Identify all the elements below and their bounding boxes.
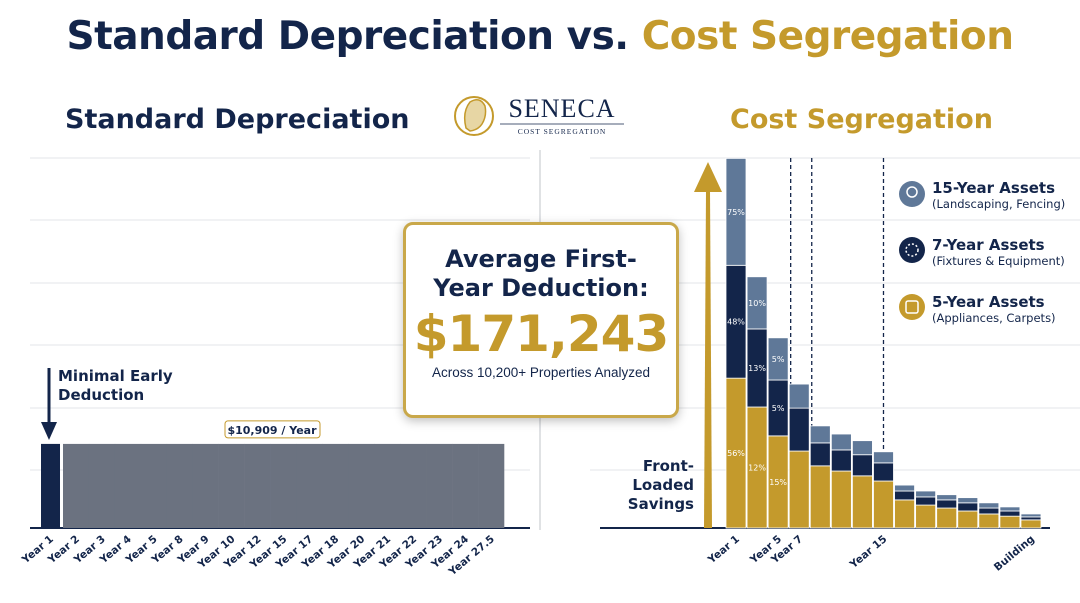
bar (88, 443, 116, 528)
legend-note: (Landscaping, Fencing) (932, 197, 1066, 211)
left-subtitle: Standard Depreciation (65, 104, 410, 135)
title-part: Cost Segregation (641, 14, 1014, 59)
annotation: Front-Loaded Savings (627, 457, 694, 513)
segment-label: 56% (727, 449, 745, 458)
bar-segment (978, 513, 1000, 529)
bar (296, 443, 323, 528)
legend-item: 15-Year Assets (Landscaping, Fencing) (932, 179, 1065, 211)
bar-segment (809, 465, 831, 529)
bar-segment (978, 507, 1000, 515)
bar-segment (1020, 513, 1042, 518)
bar-segment (936, 494, 958, 501)
right-subtitle: Cost Segregation (730, 104, 993, 135)
bar-segment (873, 451, 894, 464)
x-tick-label: Year 15 (847, 533, 889, 571)
x-tick-label: Building (992, 533, 1037, 574)
bar (192, 443, 219, 528)
bar-segment (1020, 519, 1042, 529)
bar (166, 443, 194, 528)
bar (41, 443, 60, 528)
segment-label: 48% (727, 318, 745, 327)
segment-label: 12% (748, 464, 766, 473)
bar-segment (725, 157, 747, 266)
bar (452, 443, 479, 528)
bar (218, 443, 245, 528)
callout-note: Across 10,200+ Properties Analyzed (431, 365, 650, 380)
title-part: Standard Depreciation vs. (66, 14, 630, 59)
bar-segment (978, 502, 1000, 509)
bar-segment (788, 450, 810, 529)
bar-segment (894, 499, 915, 529)
bar-segment (894, 484, 915, 492)
bar-segment (767, 337, 789, 381)
bar (426, 443, 453, 528)
bar-segment (788, 407, 810, 452)
segment-label: 10% (748, 299, 766, 308)
legend-label: 5-Year Assets (932, 293, 1045, 311)
bar-segment (830, 470, 852, 529)
legend-item: 7-Year Assets (Fixtures & Equipment) (932, 236, 1065, 268)
segment-label: 75% (727, 208, 745, 217)
bar-segment (852, 454, 873, 477)
logo-name: SENECA (508, 94, 615, 123)
legend-icons (899, 181, 925, 320)
bar-segment (957, 510, 979, 529)
segment-label: 13% (748, 364, 766, 373)
bar-segment (809, 425, 831, 444)
bar-segment (999, 506, 1021, 512)
bar (400, 443, 427, 528)
bar-segment (746, 276, 768, 330)
bar (270, 443, 297, 528)
bar-segment (936, 507, 958, 529)
segment-label: 15% (769, 478, 787, 487)
bar-segment (788, 383, 810, 409)
bar-segment (957, 497, 979, 504)
bar (63, 443, 90, 528)
bar (348, 443, 375, 528)
down-arrow (41, 368, 57, 440)
segment-label: 5% (772, 355, 785, 364)
bar (478, 443, 505, 528)
bar-segment (957, 502, 979, 512)
bar-segment (809, 442, 831, 467)
bar (374, 443, 401, 528)
callout: Average First-Year Deduction: $171,243 A… (403, 222, 679, 418)
bar-segment (999, 510, 1021, 517)
bar-segment (894, 490, 915, 501)
legend-note: (Fixtures & Equipment) (932, 254, 1065, 268)
bar-segment (873, 480, 894, 529)
bar-segment (830, 433, 852, 451)
bar (140, 443, 168, 528)
bar-segment (999, 515, 1021, 529)
legend-note: (Appliances, Carpets) (932, 311, 1056, 325)
logo-mark (454, 96, 494, 136)
value-label: $10,909 / Year (227, 424, 317, 437)
bar-segment (915, 504, 937, 529)
annotation: Minimal Early Deduction (58, 367, 173, 404)
callout-amount: $171,243 (413, 305, 670, 363)
bar-segment (915, 490, 937, 498)
bar-segment (936, 499, 958, 509)
page-title: Standard Depreciation vs. Cost Segregati… (0, 14, 1080, 59)
x-tick-label: Year 1 (705, 533, 742, 567)
bar-segment (852, 440, 873, 456)
bar-segment (873, 462, 894, 482)
bar-segment (830, 449, 852, 472)
value-label-box (224, 420, 321, 439)
bar-segment (852, 475, 873, 529)
bar-segment (915, 496, 937, 506)
bar-segment (1020, 516, 1042, 521)
legend-label: 15-Year Assets (932, 179, 1056, 197)
logo-tagline: COST SEGREGATION (518, 127, 607, 136)
up-arrow (694, 162, 722, 528)
bar (244, 443, 271, 528)
bar (114, 443, 142, 528)
callout-heading: Average First-Year Deduction: (433, 245, 649, 302)
bar (322, 443, 349, 528)
legend-item: 5-Year Assets (Appliances, Carpets) (932, 293, 1056, 325)
legend-label: 7-Year Assets (932, 236, 1045, 254)
segment-label: 5% (772, 404, 785, 413)
